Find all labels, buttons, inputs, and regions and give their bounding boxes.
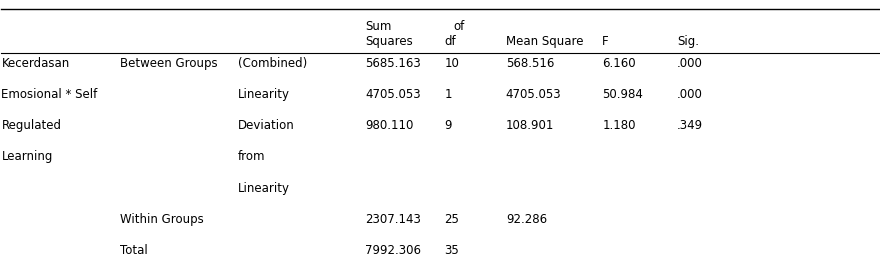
Text: 4705.053: 4705.053 xyxy=(506,88,561,101)
Text: 6.160: 6.160 xyxy=(602,57,636,70)
Text: 568.516: 568.516 xyxy=(506,57,554,70)
Text: 4705.053: 4705.053 xyxy=(365,88,421,101)
Text: Squares: Squares xyxy=(365,35,414,48)
Text: 980.110: 980.110 xyxy=(365,119,414,132)
Text: 25: 25 xyxy=(444,213,459,226)
Text: Linearity: Linearity xyxy=(238,182,290,195)
Text: F: F xyxy=(602,35,609,48)
Text: df: df xyxy=(444,35,456,48)
Text: Learning: Learning xyxy=(2,150,53,163)
Text: .349: .349 xyxy=(677,119,703,132)
Text: Within Groups: Within Groups xyxy=(120,213,203,226)
Text: 1: 1 xyxy=(444,88,452,101)
Text: 2307.143: 2307.143 xyxy=(365,213,422,226)
Text: Deviation: Deviation xyxy=(238,119,295,132)
Text: Sig.: Sig. xyxy=(677,35,699,48)
Text: (Combined): (Combined) xyxy=(238,57,307,70)
Text: Linearity: Linearity xyxy=(238,88,290,101)
Text: Total: Total xyxy=(120,244,148,257)
Text: 7992.306: 7992.306 xyxy=(365,244,422,257)
Text: Sum: Sum xyxy=(365,20,392,32)
Text: 1.180: 1.180 xyxy=(602,119,635,132)
Text: 92.286: 92.286 xyxy=(506,213,546,226)
Text: .000: .000 xyxy=(677,57,703,70)
Text: from: from xyxy=(238,150,266,163)
Text: of: of xyxy=(453,20,465,32)
Text: Mean Square: Mean Square xyxy=(506,35,583,48)
Text: Emosional * Self: Emosional * Self xyxy=(2,88,98,101)
Text: 5685.163: 5685.163 xyxy=(365,57,422,70)
Text: .000: .000 xyxy=(677,88,703,101)
Text: 35: 35 xyxy=(444,244,459,257)
Text: Kecerdasan: Kecerdasan xyxy=(2,57,70,70)
Text: 10: 10 xyxy=(444,57,459,70)
Text: 108.901: 108.901 xyxy=(506,119,554,132)
Text: 9: 9 xyxy=(444,119,452,132)
Text: Between Groups: Between Groups xyxy=(120,57,217,70)
Text: 50.984: 50.984 xyxy=(602,88,643,101)
Text: Regulated: Regulated xyxy=(2,119,62,132)
